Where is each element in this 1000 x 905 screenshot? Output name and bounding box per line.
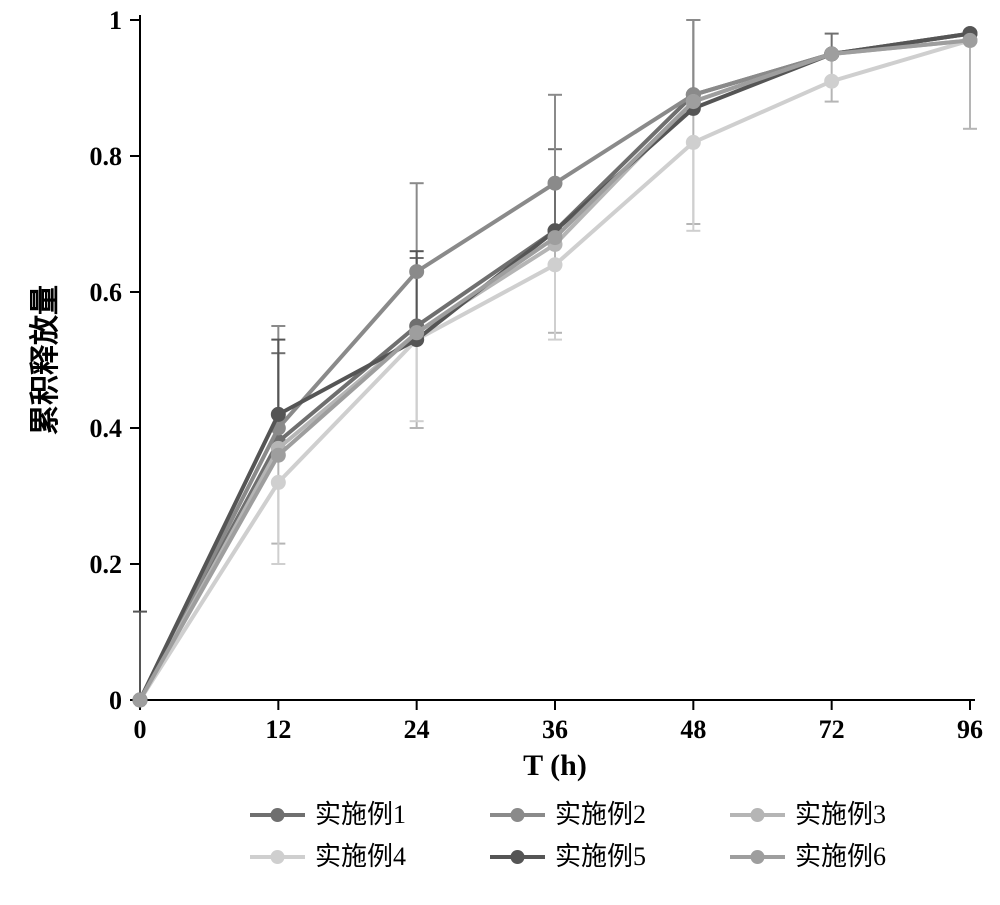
svg-text:36: 36 — [542, 715, 568, 744]
legend-label: 实施例6 — [795, 842, 886, 871]
svg-text:0: 0 — [134, 715, 147, 744]
svg-text:0: 0 — [109, 686, 122, 715]
data-point — [825, 74, 839, 88]
svg-text:12: 12 — [265, 715, 291, 744]
legend-swatch-marker — [511, 850, 525, 864]
line-chart: 0 0.2 0.4 0.6 0.8 1 0 12 24 36 48 72 96 T (h) 累积释放量实施例… — [0, 0, 1000, 905]
legend-swatch-marker — [271, 808, 285, 822]
svg-text:0.8: 0.8 — [90, 142, 123, 171]
data-point — [410, 326, 424, 340]
data-point — [825, 47, 839, 61]
svg-text:48: 48 — [680, 715, 706, 744]
data-point — [271, 407, 285, 421]
svg-text:0.2: 0.2 — [90, 550, 123, 579]
data-point — [548, 176, 562, 190]
svg-text:0.4: 0.4 — [90, 414, 123, 443]
data-point — [271, 475, 285, 489]
data-point — [686, 95, 700, 109]
svg-text:1: 1 — [109, 6, 122, 35]
legend-swatch-marker — [511, 808, 525, 822]
svg-text:96: 96 — [957, 715, 983, 744]
legend-swatch-marker — [271, 850, 285, 864]
data-point — [548, 231, 562, 245]
legend-label: 实施例2 — [555, 800, 646, 829]
data-point — [686, 135, 700, 149]
svg-text:72: 72 — [819, 715, 845, 744]
svg-text:T (h): T (h) — [523, 749, 587, 782]
legend-swatch-marker — [751, 808, 765, 822]
legend-label: 实施例1 — [315, 800, 406, 829]
svg-text:24: 24 — [404, 715, 430, 744]
chart-container: 0 0.2 0.4 0.6 0.8 1 0 12 24 36 48 72 96 T (h) 累积释放量实施例… — [0, 0, 1000, 905]
legend-label: 实施例4 — [315, 842, 406, 871]
svg-text:0.6: 0.6 — [90, 278, 123, 307]
data-point — [963, 33, 977, 47]
legend-label: 实施例5 — [555, 842, 646, 871]
data-point — [271, 448, 285, 462]
data-point — [410, 265, 424, 279]
legend-label: 实施例3 — [795, 800, 886, 829]
legend-swatch-marker — [751, 850, 765, 864]
data-point — [548, 258, 562, 272]
data-point — [133, 693, 147, 707]
svg-text:累积释放量: 累积释放量 — [29, 285, 62, 435]
